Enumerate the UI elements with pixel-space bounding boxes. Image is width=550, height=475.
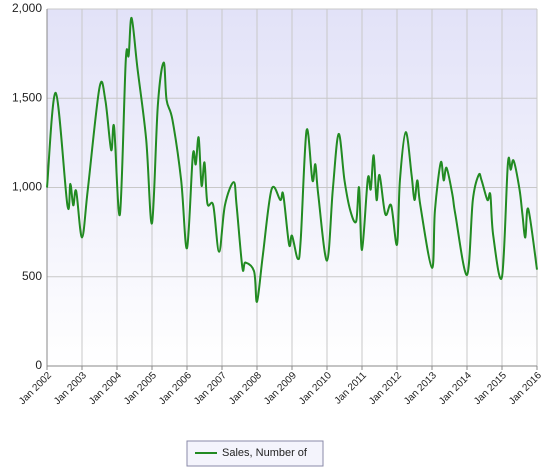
x-tick-label: Jan 2007 [192, 370, 229, 407]
x-tick-label: Jan 2013 [402, 370, 439, 407]
x-tick-label: Jan 2009 [262, 370, 299, 407]
y-tick-label: 0 [35, 358, 42, 372]
y-tick-label: 500 [22, 269, 42, 283]
x-tick-label: Jan 2014 [437, 370, 474, 407]
y-tick-label: 2,000 [12, 1, 42, 15]
y-tick-label: 1,500 [12, 90, 42, 104]
x-tick-label: Jan 2003 [52, 370, 89, 407]
legend-label: Sales, Number of [222, 447, 308, 459]
x-tick-label: Jan 2002 [17, 370, 54, 407]
x-tick-label: Jan 2006 [157, 370, 194, 407]
x-tick-label: Jan 2012 [367, 370, 404, 407]
x-tick-label: Jan 2010 [297, 370, 334, 407]
x-tick-label: Jan 2016 [507, 370, 544, 407]
x-tick-label: Jan 2004 [87, 370, 124, 407]
x-tick-label: Jan 2015 [472, 370, 509, 407]
legend: Sales, Number of [186, 440, 324, 467]
y-tick-label: 1,000 [12, 180, 42, 194]
x-tick-label: Jan 2011 [333, 370, 370, 407]
x-tick-label: Jan 2005 [122, 370, 159, 407]
series-line [46, 16, 538, 303]
legend-box [186, 440, 324, 467]
x-tick-label: Jan 2008 [227, 370, 264, 407]
